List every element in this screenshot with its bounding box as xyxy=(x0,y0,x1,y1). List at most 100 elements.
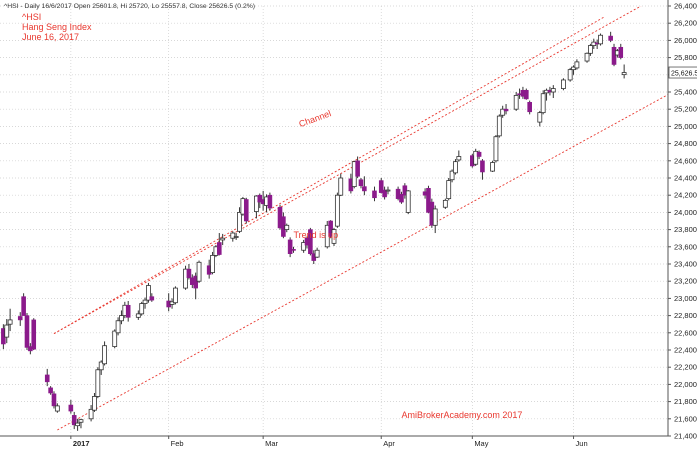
candle xyxy=(291,246,296,253)
candle xyxy=(146,282,151,303)
candles xyxy=(1,31,627,431)
candle xyxy=(125,300,131,322)
y-tick-label: 23,200 xyxy=(674,277,697,286)
candle xyxy=(68,399,74,414)
candle xyxy=(284,223,290,233)
x-tick-label: Mar xyxy=(265,439,278,448)
candle-body-down xyxy=(618,46,624,58)
candle-body-down xyxy=(267,194,273,209)
last-close-box xyxy=(668,66,697,79)
candle-body-up xyxy=(584,52,590,62)
candle-body-down xyxy=(399,194,404,203)
candle-body-up xyxy=(78,419,84,423)
candle-body-down xyxy=(362,186,367,192)
candle-body-up xyxy=(142,299,148,304)
candle xyxy=(493,135,499,163)
candle xyxy=(98,360,104,375)
candle xyxy=(220,233,226,246)
y-tick-label: 23,000 xyxy=(674,294,697,303)
candle xyxy=(571,65,576,75)
candle-body-up xyxy=(588,45,593,54)
candle xyxy=(149,293,155,302)
candle xyxy=(608,31,613,43)
candle xyxy=(621,64,627,79)
candle xyxy=(399,191,404,204)
candle-body-down xyxy=(527,102,532,113)
candle-body-down xyxy=(608,35,613,41)
channel-line-upper xyxy=(53,6,642,335)
candle xyxy=(598,33,603,46)
candle-body-up xyxy=(405,190,411,213)
candle xyxy=(112,329,118,349)
candle-body-up xyxy=(446,180,452,200)
channel-lines xyxy=(53,6,668,431)
candle xyxy=(48,386,53,395)
candle xyxy=(301,239,307,253)
candle-body-down xyxy=(21,296,26,316)
candle-body-up xyxy=(254,195,259,212)
candle-body-up xyxy=(493,136,499,162)
candle xyxy=(75,418,80,431)
candle-body-up xyxy=(432,208,438,226)
candle xyxy=(230,231,236,242)
x-tick-label: May xyxy=(474,439,488,448)
candle xyxy=(135,310,141,320)
candle-body-down xyxy=(71,415,77,426)
candle-body-up xyxy=(237,211,242,232)
last-close-label: 25,626.5 xyxy=(671,71,697,78)
candle xyxy=(119,310,124,325)
candle xyxy=(473,148,479,166)
candle xyxy=(4,319,10,344)
candle-body-up xyxy=(473,150,479,165)
candle xyxy=(372,186,377,202)
y-tick-label: 25,400 xyxy=(674,88,697,97)
candle-body-up xyxy=(314,249,320,258)
candle-body-down xyxy=(378,180,384,193)
candle xyxy=(456,150,462,162)
candle xyxy=(588,43,593,56)
candle-body-down xyxy=(149,296,155,301)
candle xyxy=(449,169,455,183)
candle xyxy=(267,192,273,211)
candle xyxy=(395,186,401,201)
channel-line-middle xyxy=(53,16,605,335)
candle xyxy=(243,197,249,224)
candle-body-up xyxy=(513,95,519,110)
candle-body-down xyxy=(372,190,377,199)
candle xyxy=(453,159,458,175)
candle-body-down xyxy=(402,185,408,196)
candle xyxy=(358,178,364,189)
candle-body-up xyxy=(230,232,236,239)
candle-body-up xyxy=(338,177,344,196)
candle xyxy=(500,105,506,118)
candle-body-up xyxy=(169,301,175,305)
candle-body-down xyxy=(216,242,222,255)
candle-body-down xyxy=(476,151,482,157)
candle xyxy=(385,186,391,195)
candle xyxy=(7,308,13,332)
symbol-label: ^HSI xyxy=(22,12,41,22)
candle-body-up xyxy=(112,330,118,347)
candle xyxy=(584,52,590,63)
candle-body-up xyxy=(54,405,60,412)
candle xyxy=(355,156,360,178)
candle-body-up xyxy=(135,313,141,318)
candle xyxy=(44,368,50,387)
candle-body-up xyxy=(173,287,178,304)
candle xyxy=(169,298,175,309)
candle-body-up xyxy=(442,199,448,208)
candle-body-down xyxy=(395,188,401,199)
candle-body-up xyxy=(115,320,121,334)
y-tick-label: 21,400 xyxy=(674,432,697,441)
y-tick-label: 24,600 xyxy=(674,156,697,165)
candle xyxy=(496,114,502,138)
y-tick-label: 22,800 xyxy=(674,311,697,320)
channel-line-lower xyxy=(57,94,668,431)
candle xyxy=(142,297,148,309)
y-tick-label: 24,200 xyxy=(674,191,697,200)
candle-body-up xyxy=(598,34,603,45)
x-tick-label: Feb xyxy=(171,439,184,448)
candle-body-down xyxy=(44,374,50,383)
candle xyxy=(173,286,178,305)
y-tick-label: 26,400 xyxy=(674,2,697,11)
